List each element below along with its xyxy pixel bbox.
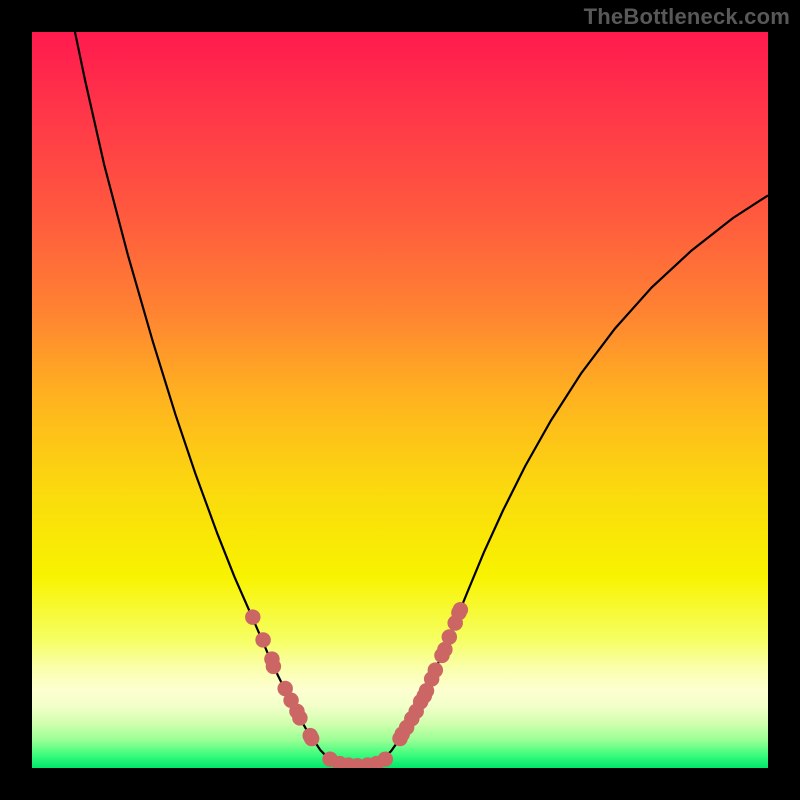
marker-dot (453, 602, 468, 617)
marker-dot (292, 710, 307, 725)
attribution-text: TheBottleneck.com (584, 4, 790, 30)
marker-dot (304, 731, 319, 746)
marker-dot (378, 751, 393, 766)
plot-frame (32, 32, 768, 768)
plot-background (32, 32, 768, 768)
canvas-root: TheBottleneck.com (0, 0, 800, 800)
marker-dot (442, 629, 457, 644)
plot-svg (32, 32, 768, 768)
marker-dot (266, 659, 281, 674)
marker-dot (255, 632, 270, 647)
marker-dot (245, 609, 260, 624)
marker-dot (428, 662, 443, 677)
